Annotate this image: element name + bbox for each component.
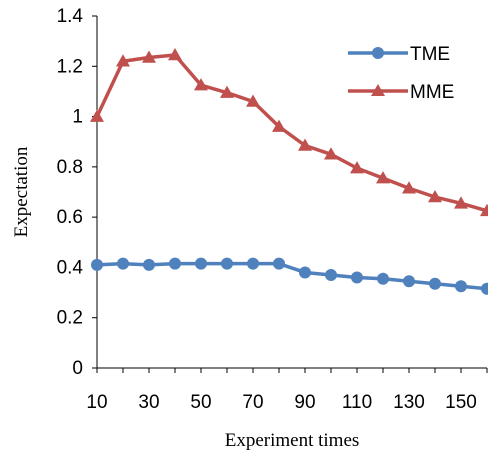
x-axis-ticks: 10 30 50 70 90 110 130 150 [86, 368, 488, 413]
data-point [402, 181, 416, 194]
y-tick-label: 0 [72, 358, 83, 379]
data-point [298, 138, 312, 151]
y-axis-ticks: 0 0.2 0.4 0.6 0.8 1 1.2 1.4 [57, 6, 97, 379]
data-point [480, 203, 488, 217]
data-point [169, 257, 181, 270]
data-point [142, 50, 156, 63]
legend: TME MME [348, 44, 454, 103]
data-point [454, 196, 468, 209]
data-point [273, 257, 285, 270]
legend-label: MME [410, 82, 454, 103]
series-layer [90, 47, 488, 295]
data-point [91, 258, 103, 271]
data-point [428, 190, 442, 203]
data-point [299, 266, 311, 279]
x-tick-label: 70 [242, 392, 263, 413]
y-tick-label: 0.2 [57, 308, 83, 329]
y-tick-label: 0.6 [57, 207, 83, 228]
data-point [481, 282, 488, 295]
data-point [324, 147, 338, 160]
y-tick-label: 1 [72, 107, 83, 128]
y-tick-label: 1.2 [57, 56, 83, 77]
legend-label: TME [410, 44, 450, 65]
legend-item-tme: TME [348, 44, 450, 65]
x-tick-label: 10 [86, 392, 107, 413]
data-point [455, 280, 467, 293]
legend-item-mme: MME [348, 82, 454, 103]
data-point [195, 257, 207, 270]
series-line [95, 53, 488, 213]
series-line [96, 261, 488, 291]
x-tick-label: 130 [393, 392, 425, 413]
data-point [377, 272, 389, 285]
data-point [220, 85, 234, 98]
data-point [403, 275, 415, 288]
data-point [194, 78, 208, 91]
data-point [429, 277, 441, 290]
y-tick-label: 0.8 [57, 157, 83, 178]
data-point [221, 257, 233, 270]
data-point [143, 258, 155, 271]
data-point [117, 257, 129, 270]
data-point [168, 47, 182, 61]
data-point [350, 161, 364, 174]
x-tick-label: 90 [294, 392, 315, 413]
x-tick-label: 30 [138, 392, 159, 413]
x-tick-label: 150 [445, 392, 477, 413]
data-point [90, 109, 104, 122]
data-point [376, 171, 390, 184]
data-point [351, 271, 363, 284]
data-point [272, 119, 286, 132]
y-tick-label: 0.4 [57, 257, 84, 278]
axes [96, 16, 487, 369]
data-point [247, 257, 259, 270]
x-tick-label: 50 [190, 392, 211, 413]
legend-marker [372, 47, 384, 59]
y-tick-label: 1.4 [57, 6, 84, 27]
data-point [246, 94, 260, 107]
series-mme [90, 47, 488, 217]
legend-marker [371, 84, 385, 96]
x-tick-label: 110 [342, 392, 372, 413]
data-point [325, 268, 337, 281]
data-point [116, 54, 130, 67]
x-axis-title: Experiment times [225, 430, 360, 451]
series-tme [91, 257, 488, 295]
y-axis-title: Expectation [11, 146, 32, 237]
